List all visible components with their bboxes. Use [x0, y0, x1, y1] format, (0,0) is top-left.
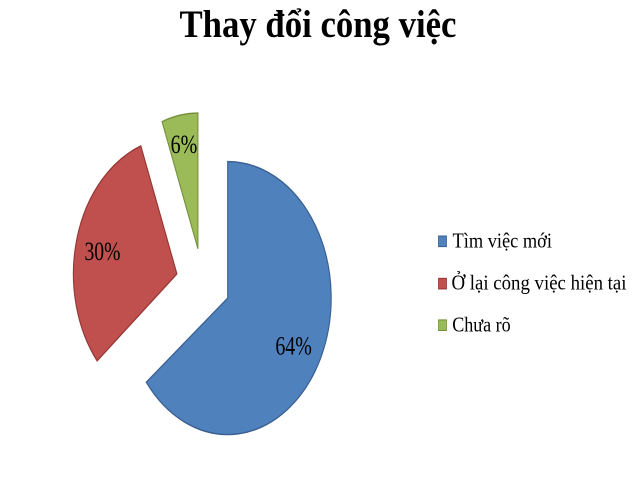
svg-text:Tìm việc mới: Tìm việc mới	[453, 230, 553, 254]
svg-text:30%: 30%	[85, 238, 121, 267]
svg-text:Ở lại công việc hiện tại: Ở lại công việc hiện tại	[451, 270, 626, 295]
svg-text:64%: 64%	[275, 332, 312, 361]
svg-text:Chưa rõ: Chưa rõ	[452, 313, 511, 337]
svg-text:Thay đổi công việc: Thay đổi công việc	[180, 3, 457, 46]
svg-text:6%: 6%	[171, 131, 198, 160]
